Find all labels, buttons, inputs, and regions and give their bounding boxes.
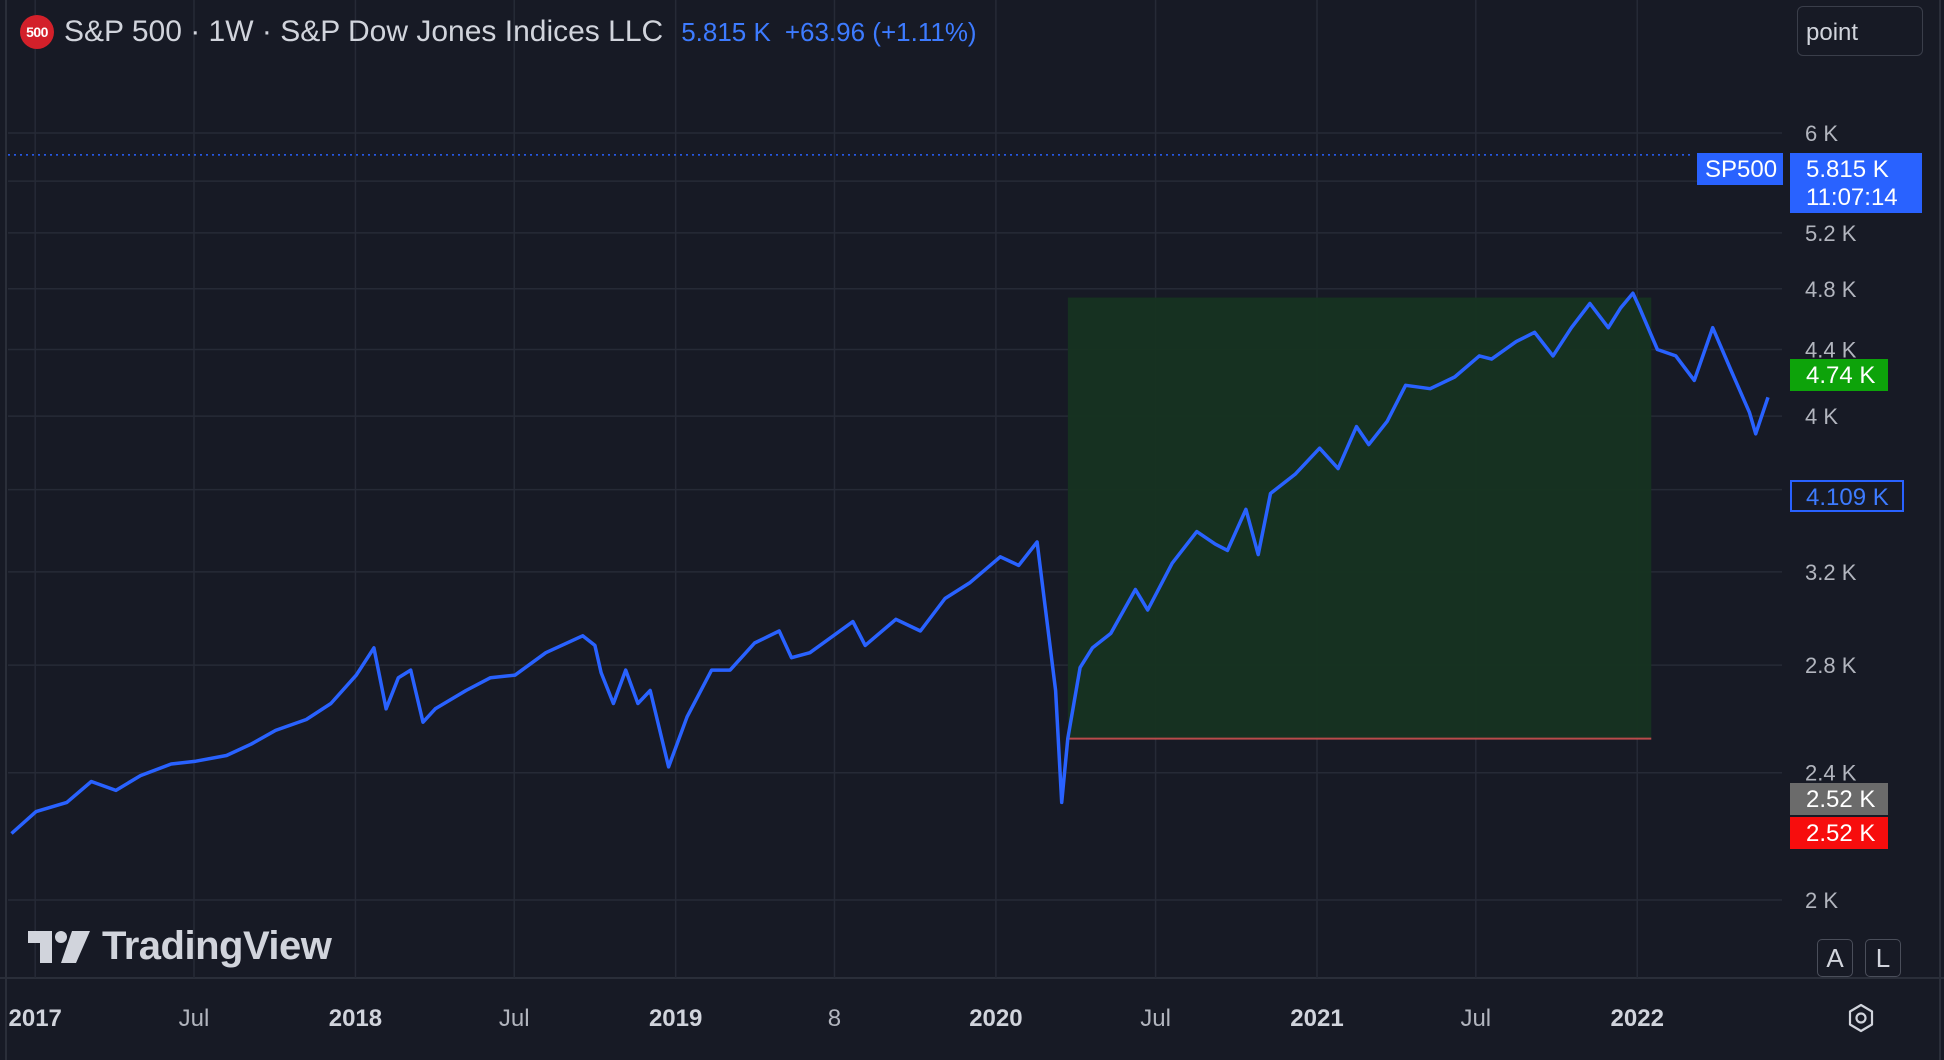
- sp500-badge-icon: 500: [20, 15, 54, 49]
- current-price-tag: 4.109 K: [1790, 480, 1904, 512]
- x-tick-label: 2020: [969, 1005, 1022, 1032]
- last-price-tag: 5.815 K 11:07:14: [1790, 153, 1922, 213]
- y-tick-label: 2 K: [1805, 888, 1838, 913]
- bar-countdown: 11:07:14: [1806, 184, 1898, 211]
- x-tick-label: Jul: [499, 1005, 530, 1032]
- y-tick-label: 2.8 K: [1805, 653, 1857, 678]
- series-line: [10, 291, 1770, 835]
- x-tick-label: 2022: [1611, 1005, 1664, 1032]
- target-price-tag: 4.74 K: [1790, 359, 1888, 391]
- x-tick-label: Jul: [179, 1005, 210, 1032]
- x-tick-label: Jul: [1460, 1005, 1491, 1032]
- chart-header: 500 S&P 500 · 1W · S&P Dow Jones Indices…: [20, 12, 977, 52]
- symbol-price-tag: SP500: [1697, 153, 1783, 185]
- log-scale-button[interactable]: L: [1865, 939, 1901, 977]
- y-tick-label: 4 K: [1805, 404, 1838, 429]
- symbol-title[interactable]: S&P 500 · 1W · S&P Dow Jones Indices LLC: [64, 15, 664, 48]
- position-tool[interactable]: [1067, 297, 1652, 740]
- header-price: 5.815 K: [681, 16, 771, 47]
- x-tick-label: Jul: [1140, 1005, 1171, 1032]
- y-tick-label: 2.4 K: [1805, 761, 1857, 786]
- time-axis[interactable]: 2017 Jul 2018 Jul 2019 8 2020 Jul 2021 Jul 2022: [9, 1005, 1664, 1032]
- tradingview-watermark: TradingView: [28, 924, 332, 969]
- y-tick-label: 6 K: [1805, 121, 1838, 146]
- profit-zone[interactable]: [1067, 297, 1652, 739]
- x-tick-label: 2017: [9, 1005, 62, 1032]
- x-tick-label: 8: [828, 1005, 841, 1032]
- tradingview-logo-icon: [28, 930, 90, 963]
- x-tick-label: 2018: [329, 1005, 382, 1032]
- entry-price-tag: 2.52 K: [1790, 783, 1888, 815]
- header-change: +63.96 (+1.11%): [784, 16, 977, 47]
- y-tick-label: 3.2 K: [1805, 560, 1857, 585]
- mode-selector[interactable]: point: [1797, 6, 1923, 56]
- watermark-text: TradingView: [102, 924, 332, 968]
- last-price-value: 5.815 K: [1806, 156, 1889, 183]
- stop-price-tag: 2.52 K: [1790, 817, 1888, 849]
- x-tick-label: 2019: [649, 1005, 702, 1032]
- y-tick-label: 4.4 K: [1805, 338, 1857, 363]
- settings-icon[interactable]: [1846, 1003, 1876, 1033]
- y-tick-label: 4.8 K: [1805, 277, 1857, 302]
- auto-scale-button[interactable]: A: [1817, 939, 1853, 977]
- y-tick-label: 5.2 K: [1805, 221, 1857, 246]
- x-tick-label: 2021: [1290, 1005, 1343, 1032]
